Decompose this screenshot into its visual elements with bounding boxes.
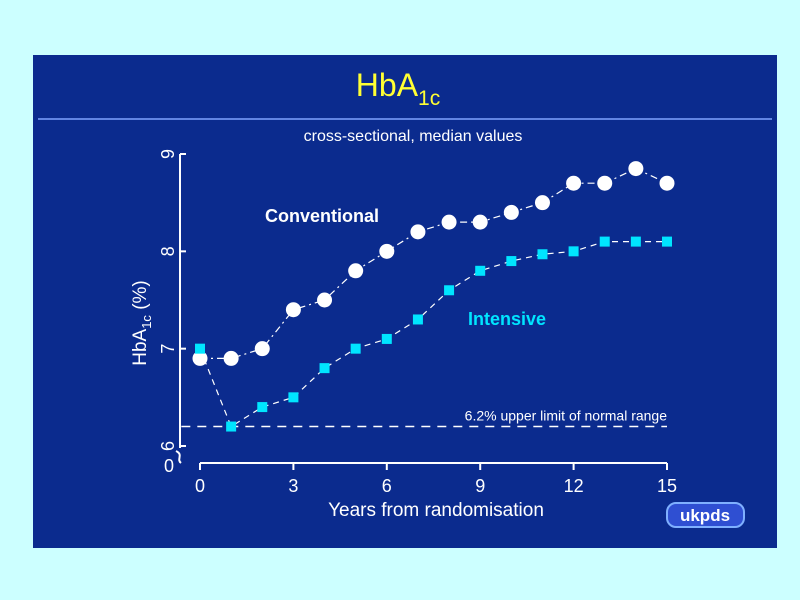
x-tick-label: 15 [657, 476, 677, 496]
conventional-series-label: Conventional [265, 206, 379, 226]
intensive-point [568, 246, 579, 257]
conventional-point [317, 292, 333, 308]
y-axis-label: HbA1c (%) [130, 280, 154, 366]
conventional-point [659, 175, 675, 191]
slide: HbA1c cross-sectional, median values HbA… [33, 55, 777, 548]
ukpds-logo: ukpds [680, 506, 730, 525]
conventional-point [223, 350, 239, 366]
conventional-point [503, 204, 519, 220]
y-zero-label: 0 [164, 456, 174, 476]
intensive-point [506, 256, 517, 267]
intensive-point [195, 343, 205, 354]
intensive-point [319, 363, 330, 374]
conventional-point [254, 341, 270, 357]
conventional-point [534, 195, 550, 211]
slide-title: HbA1c [356, 67, 440, 110]
conventional-point [410, 224, 426, 240]
conventional-point [348, 263, 364, 279]
intensive-point [444, 285, 455, 296]
intensive-point [412, 314, 423, 325]
intensive-point [599, 236, 610, 247]
intensive-series-line [199, 241, 667, 428]
x-tick-label: 6 [382, 476, 392, 496]
intensive-point [288, 392, 299, 403]
conventional-point [379, 243, 395, 259]
y-axis-break [175, 450, 182, 464]
x-axis-label: Years from randomisation [328, 500, 544, 521]
intensive-point [630, 236, 641, 247]
x-tick-label: 9 [475, 476, 485, 496]
conventional-point [192, 350, 208, 366]
intensive-point [475, 265, 486, 276]
chart-subtitle: cross-sectional, median values [304, 128, 523, 145]
x-tick-label: 12 [564, 476, 584, 496]
y-tick-label: 6 [158, 441, 178, 451]
conventional-point [285, 302, 301, 318]
y-tick-label: 8 [158, 246, 178, 256]
x-tick-label: 0 [195, 476, 205, 496]
y-tick-label: 9 [158, 149, 178, 159]
y-tick-label: 7 [158, 344, 178, 354]
conventional-point [441, 214, 457, 230]
intensive-point [350, 343, 361, 354]
intensive-series-label: Intensive [468, 309, 546, 329]
intensive-point [381, 333, 392, 344]
reference-line-label: 6.2% upper limit of normal range [465, 408, 668, 424]
conventional-point [472, 214, 488, 230]
intensive-point [226, 421, 237, 432]
conventional-point [566, 175, 582, 191]
intensive-point [662, 236, 672, 247]
conventional-point [597, 175, 613, 191]
intensive-point [257, 402, 268, 413]
conventional-point [628, 161, 644, 177]
conventional-series-line [200, 167, 668, 359]
hba1c-chart: HbA1c cross-sectional, median values HbA… [38, 67, 772, 528]
ukpds-logo-box [666, 502, 745, 528]
intensive-point [537, 249, 548, 260]
x-tick-label: 3 [288, 476, 298, 496]
